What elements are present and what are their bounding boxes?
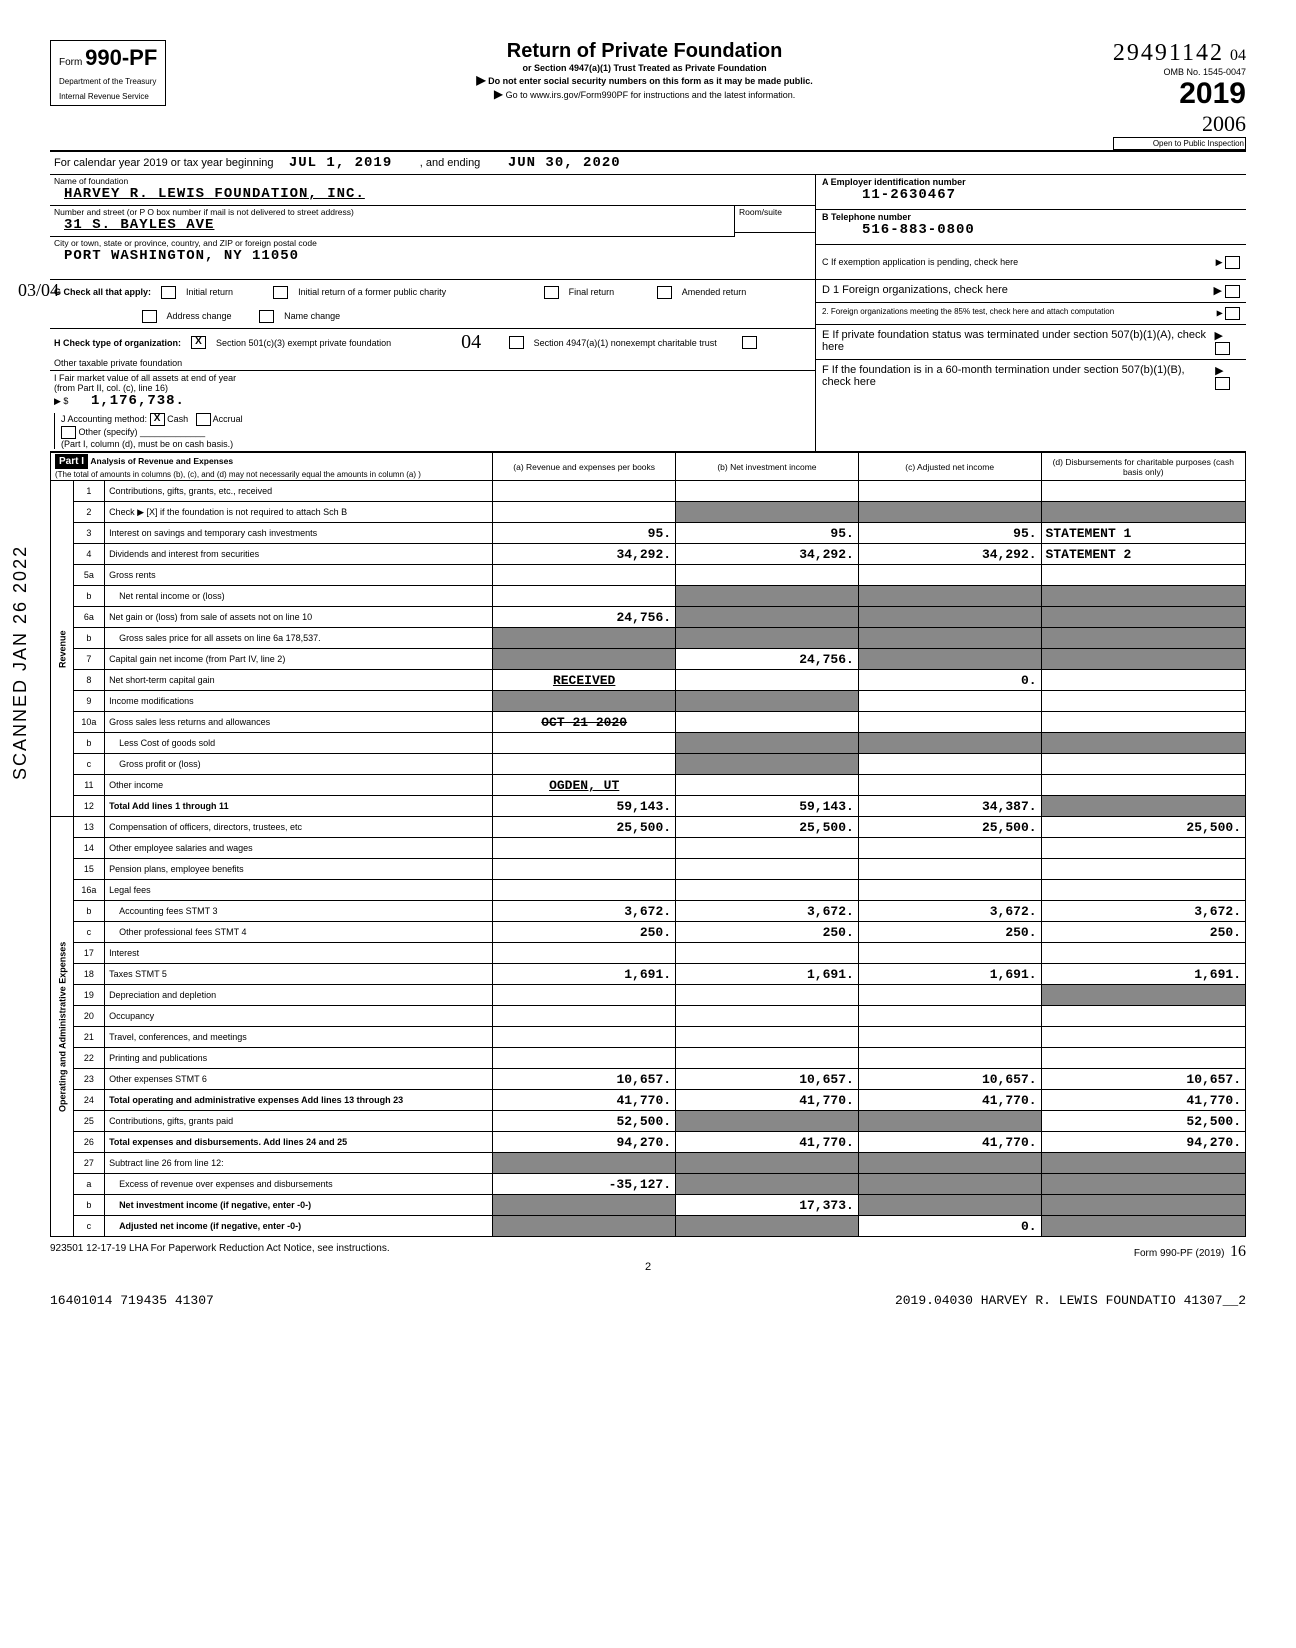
part1-header: Part I <box>55 454 88 469</box>
col-b: (b) Net investment income <box>676 453 859 481</box>
table-row: 15Pension plans, employee benefits <box>51 859 1246 880</box>
table-row: bNet investment income (if negative, ent… <box>51 1195 1246 1216</box>
table-row: 26Total expenses and disbursements. Add … <box>51 1132 1246 1153</box>
tel-label: B Telephone number <box>822 212 911 222</box>
footer-bl: 16401014 719435 41307 <box>50 1293 214 1308</box>
city-label: City or town, state or province, country… <box>50 237 815 248</box>
table-row: Operating and Administrative Expenses13C… <box>51 817 1246 838</box>
street: 31 S. BAYLES AVE <box>50 217 734 237</box>
footer: 923501 12-17-19 LHA For Paperwork Reduct… <box>50 1243 1246 1261</box>
table-row: 12Total Add lines 1 through 1159,143.59,… <box>51 796 1246 817</box>
note2: Go to www.irs.gov/Form990PF for instruct… <box>506 90 796 100</box>
table-row: cGross profit or (loss) <box>51 754 1246 775</box>
ein: 11-2630467 <box>822 187 956 203</box>
h-row: H Check type of organization: XSection 5… <box>50 329 815 371</box>
table-row: bLess Cost of goods sold <box>51 733 1246 754</box>
form-title: Return of Private Foundation <box>176 40 1113 63</box>
period-row: For calendar year 2019 or tax year begin… <box>50 152 1246 175</box>
city: PORT WASHINGTON, NY 11050 <box>50 248 815 267</box>
table-row: 22Printing and publications <box>51 1048 1246 1069</box>
footer-left: 923501 12-17-19 LHA For Paperwork Reduct… <box>50 1243 390 1261</box>
table-row: Revenue1Contributions, gifts, grants, et… <box>51 481 1246 502</box>
table-row: 11Other incomeOGDEN, UT <box>51 775 1246 796</box>
entity-box: Name of foundation HARVEY R. LEWIS FOUND… <box>50 175 1246 280</box>
hand-04: 04 <box>1230 47 1246 65</box>
col-a: (a) Revenue and expenses per books <box>493 453 676 481</box>
table-row: 17Interest <box>51 943 1246 964</box>
table-row: cOther professional fees STMT 4250.250.2… <box>51 922 1246 943</box>
table-row: 10aGross sales less returns and allowanc… <box>51 712 1246 733</box>
d1: D 1 Foreign organizations, check here <box>822 284 1008 298</box>
f: F If the foundation is in a 60-month ter… <box>822 364 1215 390</box>
table-row: 4Dividends and interest from securities3… <box>51 544 1246 565</box>
table-row: 14Other employee salaries and wages <box>51 838 1246 859</box>
foundation-name: HARVEY R. LEWIS FOUNDATION, INC. <box>50 186 815 206</box>
name-label: Name of foundation <box>50 175 815 186</box>
note1: Do not enter social security numbers on … <box>488 76 813 86</box>
footer-br: 2019.04030 HARVEY R. LEWIS FOUNDATIO 413… <box>895 1293 1246 1308</box>
table-row: 9Income modifications <box>51 691 1246 712</box>
omb: OMB No. 1545-0047 <box>1113 67 1246 77</box>
table-row: 8Net short-term capital gainRECEIVED0. <box>51 670 1246 691</box>
c-label: C If exemption application is pending, c… <box>822 257 1018 267</box>
d2: 2. Foreign organizations meeting the 85%… <box>822 307 1114 320</box>
table-row: aExcess of revenue over expenses and dis… <box>51 1174 1246 1195</box>
form-number: Form 990-PF <box>59 45 157 71</box>
hand-2006: 2006 <box>1113 111 1246 137</box>
table-row: bGross sales price for all assets on lin… <box>51 628 1246 649</box>
table-row: 24Total operating and administrative exp… <box>51 1090 1246 1111</box>
table-row: bNet rental income or (loss) <box>51 586 1246 607</box>
col-c: (c) Adjusted net income <box>858 453 1041 481</box>
form-subtitle: or Section 4947(a)(1) Trust Treated as P… <box>176 63 1113 73</box>
ein-label: A Employer identification number <box>822 177 966 187</box>
dept-line2: Internal Revenue Service <box>59 92 157 101</box>
table-row: 5aGross rents <box>51 565 1246 586</box>
revenue-label: Revenue <box>51 481 74 817</box>
stamp-number: 29491142 <box>1113 40 1224 67</box>
inspection-label: Open to Public Inspection <box>1113 137 1246 150</box>
table-row: 7Capital gain net income (from Part IV, … <box>51 649 1246 670</box>
table-row: 27Subtract line 26 from line 12: <box>51 1153 1246 1174</box>
scanned-stamp: SCANNED JAN 26 2022 <box>10 545 31 780</box>
form-header: Form 990-PF Department of the Treasury I… <box>50 40 1246 152</box>
tax-year: 2019 <box>1113 77 1246 111</box>
page-number: 2 <box>50 1261 1246 1273</box>
margin-handwriting: 03/04 <box>18 280 59 301</box>
tel: 516-883-0800 <box>822 222 975 238</box>
table-row: 6aNet gain or (loss) from sale of assets… <box>51 607 1246 628</box>
e: E If private foundation status was termi… <box>822 329 1215 355</box>
footer-right: Form 990-PF (2019) <box>1134 1248 1225 1259</box>
room-label: Room/suite <box>735 206 815 217</box>
table-row: cAdjusted net income (if negative, enter… <box>51 1216 1246 1237</box>
table-row: 19Depreciation and depletion <box>51 985 1246 1006</box>
col-d: (d) Disbursements for charitable purpose… <box>1041 453 1245 481</box>
part1-table: Part I Analysis of Revenue and Expenses … <box>50 452 1246 1237</box>
period-begin: JUL 1, 2019 <box>289 155 392 171</box>
table-row: 23Other expenses STMT 610,657.10,657.10,… <box>51 1069 1246 1090</box>
footer-line2: 16401014 719435 41307 2019.04030 HARVEY … <box>50 1293 1246 1308</box>
fmv: 1,176,738. <box>91 393 185 409</box>
table-row: bAccounting fees STMT 33,672.3,672.3,672… <box>51 901 1246 922</box>
dept-line1: Department of the Treasury <box>59 77 157 86</box>
period-end: JUN 30, 2020 <box>508 155 621 171</box>
table-row: 25Contributions, gifts, grants paid52,50… <box>51 1111 1246 1132</box>
table-row: 21Travel, conferences, and meetings <box>51 1027 1246 1048</box>
g-row: G Check all that apply: Initial return I… <box>50 280 815 329</box>
table-row: 20Occupancy <box>51 1006 1246 1027</box>
ij-row: I Fair market value of all assets at end… <box>50 371 815 451</box>
addr-label: Number and street (or P O box number if … <box>50 206 734 217</box>
table-row: 2Check ▶ [X] if the foundation is not re… <box>51 502 1246 523</box>
table-row: 3Interest on savings and temporary cash … <box>51 523 1246 544</box>
table-row: 18Taxes STMT 51,691.1,691.1,691.1,691. <box>51 964 1246 985</box>
expenses-label: Operating and Administrative Expenses <box>51 817 74 1237</box>
table-row: 16aLegal fees <box>51 880 1246 901</box>
